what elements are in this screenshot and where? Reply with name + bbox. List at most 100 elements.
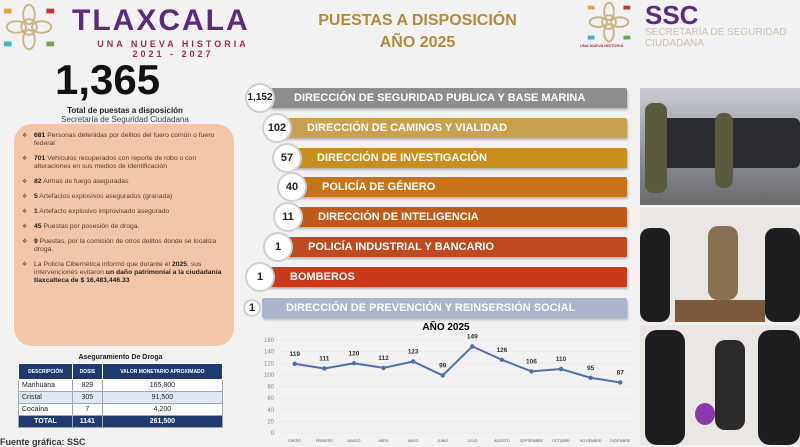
unit-bar: DIRECCIÓN DE CAMINOS Y VIALIDAD	[283, 118, 627, 138]
col-header: VALOR MONETARIO APROXIMADO	[101, 363, 224, 380]
drug-table-title: Aseguramiento De Droga	[78, 354, 163, 361]
fact-text: Vehículos recuperados con reporte de rob…	[34, 155, 197, 170]
chart-title: AÑO 2025	[422, 320, 470, 333]
data-point	[381, 365, 386, 371]
table-cell: 7	[71, 403, 103, 416]
photo-detainee-2	[640, 325, 800, 445]
data-point	[410, 359, 416, 364]
fact-item: 82 Armas de fuego aseguradas	[22, 178, 222, 186]
x-tick-label: SEPTIEMBRE	[520, 439, 544, 443]
table-cell: 305	[71, 391, 103, 404]
photo-person-shape	[765, 228, 800, 322]
data-label: 99	[439, 362, 447, 369]
fact-number: 1	[34, 208, 38, 215]
fact-item: 9 Puestas, por la comisión de otros deli…	[22, 238, 222, 254]
data-point	[292, 361, 297, 367]
photo-police-vehicles	[640, 88, 800, 205]
cyber-police-fact: La Policía Cibernética informó que duran…	[22, 261, 222, 285]
unit-count-badge: 11	[273, 202, 303, 232]
cyber-damage-amount: un daño patrimonial a la ciudadanía tlax…	[34, 269, 222, 284]
fact-text: Personas detenidas por delitos del fuero…	[34, 132, 215, 147]
table-cell: 91,500	[101, 391, 224, 404]
brand-years: 2021 - 2027	[132, 49, 214, 59]
y-tick-label: 120	[264, 361, 275, 367]
fact-number: 45	[34, 223, 42, 230]
table-cell: Cocaína	[18, 403, 73, 416]
table-cell: Cristal	[18, 391, 73, 404]
table-total-row: TOTAL 1141 261,500	[18, 415, 224, 428]
table-cell: TOTAL	[18, 415, 73, 428]
x-tick-label: FEBRERO	[316, 439, 334, 443]
total-label: Total de puestas a disposición	[67, 106, 183, 115]
x-tick-label: ENERO	[288, 439, 301, 443]
fact-text: Artefactos explosivos asegurados (granad…	[39, 193, 173, 200]
col-header: DESCRIPCIÓN	[18, 363, 73, 380]
ssc-subtitle: SECRETARÍA DE SEGURIDAD CIUDADANA	[645, 27, 787, 49]
source-footer: Fuente gráfica: SSC	[0, 437, 86, 447]
fact-text: Puestas por posesión de droga.	[43, 223, 140, 230]
total-count: 1,365	[55, 56, 161, 103]
page-title-line2: AÑO 2025	[379, 34, 456, 51]
unit-count-badge: 1,152	[245, 83, 275, 113]
table-cell: 829	[71, 379, 103, 392]
unit-bar: BOMBEROS	[266, 267, 627, 287]
table-row: Cristal 305 91,500	[18, 391, 224, 404]
data-point	[470, 344, 475, 349]
table-cell: Marihuana	[18, 379, 73, 392]
data-label: 126	[496, 347, 507, 354]
data-label: 112	[378, 355, 389, 362]
brand-tagline: UNA NUEVA HISTORIA	[97, 39, 249, 49]
x-tick-label: MARZO	[347, 439, 360, 443]
tlaxcala-flower-logo	[3, 3, 55, 51]
y-tick-label: 100	[264, 373, 275, 379]
table-header-row: DESCRIPCIÓN DOSIS VALOR MONETARIO APROXIMA…	[18, 363, 224, 380]
unit-bar: POLICÍA INDUSTRIAL Y BANCARIO	[284, 237, 627, 257]
ssc-tagline: UNA NUEVA HISTORIA	[580, 43, 624, 48]
data-point	[499, 357, 505, 362]
photo-person-shape	[645, 103, 667, 193]
data-label: 149	[467, 333, 478, 340]
facts-panel: 681 Personas detenidas por delitos del f…	[14, 124, 234, 346]
unit-bar: DIRECCIÓN DE PREVENCIÓN Y REINSERSIÓN SO…	[262, 298, 627, 318]
photo-helmet-shape	[695, 403, 715, 425]
data-point	[529, 369, 534, 374]
data-label: 87	[617, 369, 625, 376]
total-sublabel: Secretaría de Seguridad Ciudadana	[61, 115, 189, 124]
cyber-text-middle: , sus intervenciones evitaron	[34, 261, 202, 276]
x-tick-label: AGOSTO	[494, 439, 510, 443]
unit-bar: DIRECCIÓN DE SEGURIDAD PUBLICA Y BASE MA…	[270, 88, 627, 108]
cyber-year: 2025	[171, 261, 188, 268]
y-tick-label: 40	[267, 408, 274, 414]
y-tick-label: 140	[264, 350, 275, 356]
photo-person-shape	[715, 113, 733, 188]
x-tick-label: JUNIO	[437, 439, 448, 443]
unit-count-badge: 40	[277, 172, 307, 202]
x-tick-label: MAYO	[408, 439, 419, 443]
photo-person-shape	[708, 226, 738, 300]
x-tick-label: NOVIEMBRE	[580, 439, 602, 443]
fact-text: Artefacto explosivo improvisado asegurad…	[39, 208, 170, 215]
ssc-flower-logo	[587, 1, 631, 43]
x-tick-label: JULIO	[467, 439, 477, 443]
brand-subtitle: UNA NUEVA HISTORIA 2021 - 2027	[88, 39, 258, 59]
photo-table-shape	[675, 300, 765, 322]
unit-bar: POLICÍA DE GÉNERO	[298, 177, 627, 197]
ssc-logo-text: SSC	[645, 0, 699, 30]
y-tick-label: 20	[267, 419, 274, 425]
fact-text: Armas de fuego aseguradas	[43, 178, 129, 185]
drug-table: DESCRIPCIÓN DOSIS VALOR MONETARIO APROXIMA…	[18, 363, 224, 428]
data-label: 119	[290, 351, 301, 358]
brand-title: TLAXCALA	[72, 4, 250, 37]
y-tick-label: 80	[267, 385, 274, 391]
page-title-line1: PUESTAS A DISPOSICIÓN	[318, 12, 517, 29]
fact-number: 9	[34, 238, 38, 245]
table-cell: 261,500	[101, 415, 224, 428]
data-label: 106	[526, 358, 537, 365]
table-cell: 165,800	[101, 379, 224, 392]
fact-item: 5 Artefactos explosivos asegurados (gran…	[22, 193, 222, 201]
unit-count-badge: 57	[272, 143, 302, 173]
fact-item: 1 Artefacto explosivo improvisado asegur…	[22, 208, 222, 216]
data-point	[440, 373, 445, 378]
unit-count-badge: 102	[262, 113, 292, 143]
fact-item: 45 Puestas por posesión de droga.	[22, 223, 222, 231]
